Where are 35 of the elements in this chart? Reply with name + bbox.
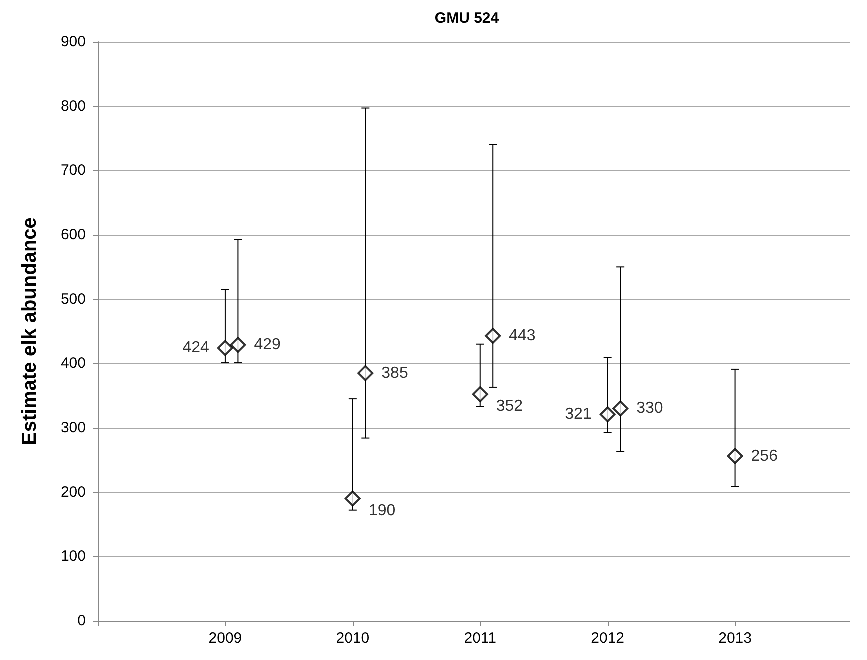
data-label: 424 [182, 340, 210, 357]
data-label: 330 [636, 400, 664, 418]
y-tick-label: 500 [60, 290, 86, 308]
y-tick-label: 400 [60, 355, 86, 372]
y-tick-label: 800 [60, 98, 86, 115]
y-tick-label: 100 [60, 548, 86, 566]
point [217, 340, 234, 356]
x-tick-label: 2009 [208, 630, 242, 647]
point [485, 328, 502, 344]
point [600, 406, 616, 422]
y-tick-label: 600 [60, 226, 86, 244]
point [472, 386, 488, 403]
point [230, 337, 246, 354]
data-label: 443 [509, 328, 536, 345]
data-label: 352 [496, 398, 524, 416]
data-label: 321 [565, 406, 592, 423]
chart-title: GMU 524 [434, 10, 500, 27]
y-tick-label: 700 [60, 162, 86, 180]
x-tick-label: 2010 [336, 630, 370, 647]
x-tick-label: 2013 [718, 630, 752, 647]
y-tick-label: 900 [60, 34, 86, 50]
y-tick-label: 300 [60, 420, 86, 436]
point [727, 448, 744, 464]
data-label: 256 [751, 448, 778, 465]
y-tick-label: 0 [78, 612, 86, 630]
data-label: 385 [382, 364, 408, 382]
x-tick-label: 2012 [591, 630, 625, 647]
data-label: 190 [368, 502, 396, 520]
point [612, 400, 629, 417]
y-tick-label: 200 [60, 484, 86, 501]
x-tick-label: 2011 [464, 630, 497, 647]
data-label: 429 [254, 336, 281, 354]
point [344, 490, 361, 507]
y-axis-title: Estimate elk abundance [19, 218, 41, 446]
point [358, 365, 374, 382]
